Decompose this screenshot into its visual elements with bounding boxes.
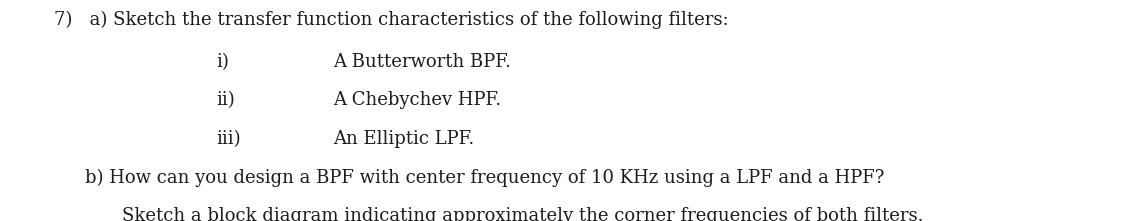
Text: A Butterworth BPF.: A Butterworth BPF. [333, 53, 511, 71]
Text: iii): iii) [217, 130, 242, 148]
Text: b) How can you design a BPF with center frequency of 10 KHz using a LPF and a HP: b) How can you design a BPF with center … [85, 168, 884, 187]
Text: Sketch a block diagram indicating approximately the corner frequencies of both f: Sketch a block diagram indicating approx… [122, 208, 924, 221]
Text: An Elliptic LPF.: An Elliptic LPF. [333, 130, 474, 148]
Text: i): i) [217, 53, 229, 71]
Text: ii): ii) [217, 91, 236, 109]
Text: A Chebychev HPF.: A Chebychev HPF. [333, 91, 501, 109]
Text: 7)   a) Sketch the transfer function characteristics of the following filters:: 7) a) Sketch the transfer function chara… [54, 10, 729, 29]
